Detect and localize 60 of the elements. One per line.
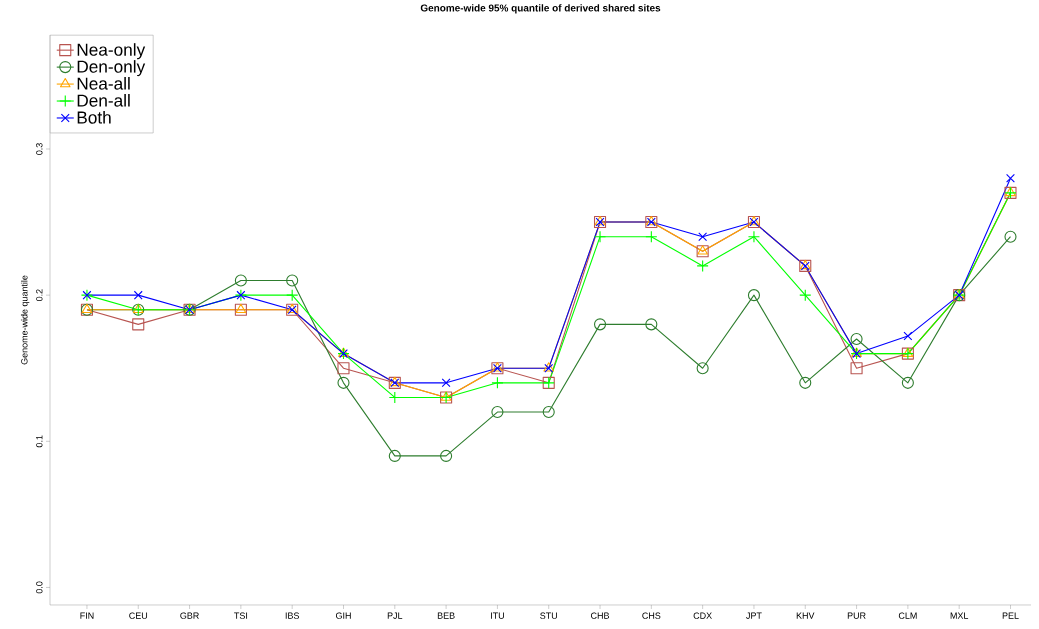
y-tick-label: 0.2 <box>36 289 43 302</box>
point <box>593 318 607 331</box>
point <box>132 318 145 331</box>
point <box>133 290 143 300</box>
point <box>696 259 709 272</box>
point <box>491 376 504 389</box>
point <box>286 289 299 302</box>
y-axis-title: Genome-wide quantile <box>20 275 30 365</box>
point <box>645 230 658 243</box>
point <box>337 376 350 389</box>
legend-label: Nea-all <box>77 77 130 90</box>
x-tick-label: ITU <box>491 612 504 619</box>
x-tick-label: PJL <box>387 612 403 619</box>
point <box>440 449 453 462</box>
point <box>698 232 708 242</box>
x-tick-label: GBR <box>180 612 199 619</box>
point <box>234 274 247 287</box>
y-tick-label: 0.3 <box>36 143 43 155</box>
legend-label: Nea-only <box>77 43 146 60</box>
x-tick-label: IBS <box>285 612 300 619</box>
legend-label: Den-all <box>77 94 130 107</box>
x-tick-label: CEU <box>129 612 148 619</box>
y-tick-label: 0.0 <box>36 581 43 594</box>
x-tick-label: GIH <box>335 612 351 619</box>
x-tick-label: PEL <box>1002 612 1019 619</box>
point <box>747 289 761 302</box>
point <box>491 406 504 419</box>
legend-label: Den-only <box>77 60 146 77</box>
point <box>441 378 451 388</box>
y-tick-label: 0.1 <box>36 435 43 448</box>
point <box>1004 230 1017 243</box>
point <box>696 362 709 375</box>
point <box>850 362 863 375</box>
point <box>799 289 812 302</box>
x-tick-label: JPT <box>746 612 762 619</box>
x-tick-label: CHB <box>591 612 610 619</box>
x-tick-label: CDX <box>693 612 712 619</box>
x-tick-label: BEB <box>437 612 455 619</box>
x-tick-label: STU <box>540 612 557 619</box>
x-tick-label: MXL <box>950 612 969 619</box>
legend-label: Both <box>77 110 111 124</box>
chart-title: Genome-wide 95% quantile of derived shared sites <box>420 4 661 14</box>
point <box>903 331 913 341</box>
x-tick-label: TSI <box>234 612 248 619</box>
x-tick-label: CLM <box>898 612 917 619</box>
point <box>799 376 812 389</box>
x-tick-label: KHV <box>796 612 815 619</box>
x-tick-label: CHS <box>642 612 661 619</box>
x-tick-label: FIN <box>80 612 94 619</box>
point <box>286 274 299 287</box>
point <box>850 332 863 346</box>
point <box>388 449 401 462</box>
point <box>542 406 555 419</box>
x-tick-label: PUR <box>847 612 866 619</box>
point <box>901 376 914 389</box>
point <box>747 230 761 243</box>
point <box>1006 173 1015 183</box>
point <box>337 362 350 375</box>
point <box>645 318 658 331</box>
point <box>593 230 607 243</box>
